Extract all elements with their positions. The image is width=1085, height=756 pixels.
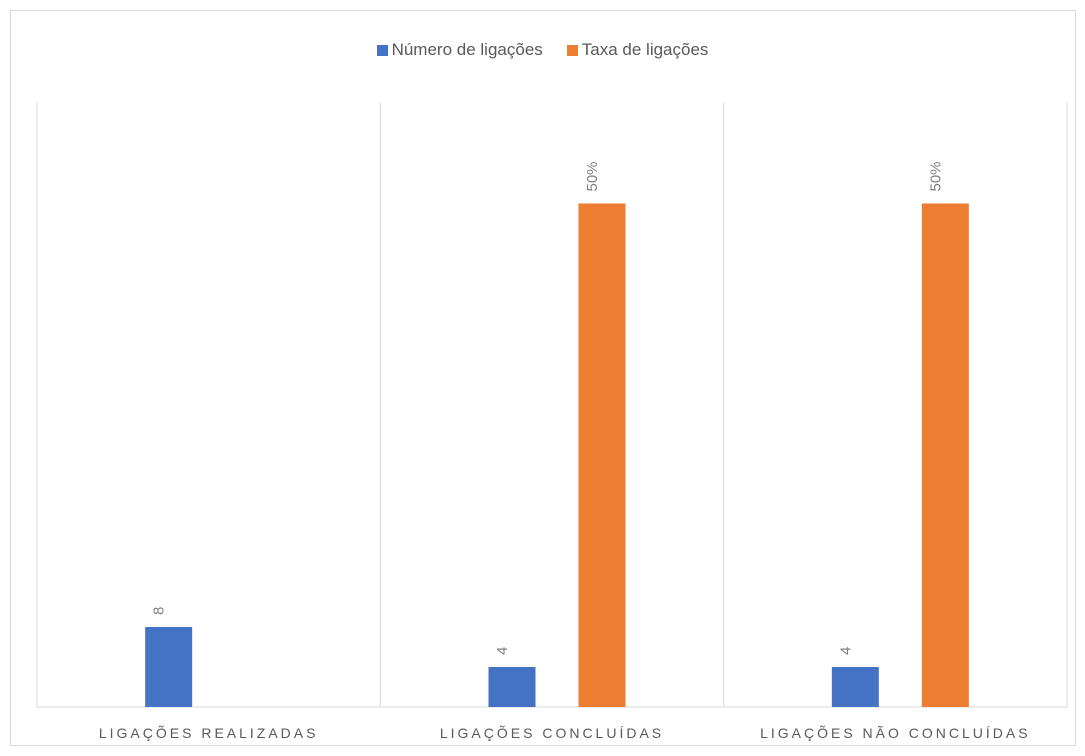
legend-swatch-numero bbox=[376, 44, 388, 56]
legend-item-taxa: Taxa de ligações bbox=[566, 40, 709, 60]
bar-numero bbox=[488, 667, 536, 707]
data-label: 4 bbox=[837, 647, 854, 655]
data-label: 8 bbox=[151, 607, 168, 615]
legend-label-numero: Número de ligações bbox=[391, 40, 543, 59]
x-tick-label: LIGAÇÕES CONCLUÍDAS bbox=[440, 725, 664, 741]
bar-numero bbox=[145, 627, 193, 707]
x-tick-label: LIGAÇÕES NÃO CONCLUÍDAS bbox=[760, 725, 1031, 741]
legend-label-taxa: Taxa de ligações bbox=[581, 40, 709, 59]
data-label: 50% bbox=[584, 161, 601, 191]
data-label: 4 bbox=[494, 647, 511, 655]
bar-numero bbox=[831, 667, 879, 707]
chart-frame bbox=[10, 10, 1076, 746]
bar-taxa bbox=[578, 203, 626, 707]
x-tick-label: LIGAÇÕES REALIZADAS bbox=[99, 725, 319, 741]
legend-item-numero: Número de ligações bbox=[376, 40, 543, 60]
legend: Número de ligações Taxa de ligações bbox=[0, 40, 1085, 60]
legend-swatch-taxa bbox=[566, 44, 578, 56]
data-label: 50% bbox=[927, 161, 944, 191]
bar-taxa bbox=[921, 203, 969, 707]
